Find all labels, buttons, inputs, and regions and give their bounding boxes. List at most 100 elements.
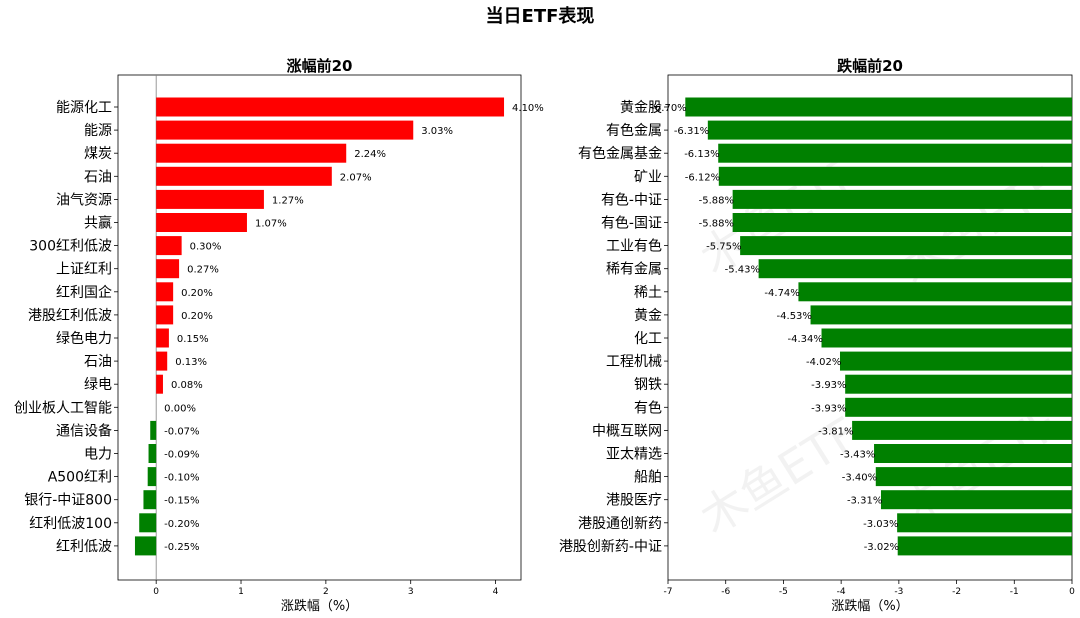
x-tick-label: -7 <box>664 587 673 597</box>
value-label: -0.20% <box>164 519 199 530</box>
value-label: 0.20% <box>181 288 213 299</box>
bar <box>143 490 157 510</box>
bar <box>732 213 1072 232</box>
plot-frame <box>667 74 1073 581</box>
category-label: 电力 <box>84 447 112 463</box>
value-label: -3.81% <box>818 426 853 437</box>
category-label: 有色金属 <box>606 122 662 139</box>
category-label: 红利国企 <box>56 284 112 301</box>
bar <box>897 536 1072 556</box>
plot-frame <box>117 74 522 581</box>
value-label: -5.88% <box>699 219 734 230</box>
category-label: 煤炭 <box>84 146 112 162</box>
value-label: 0.30% <box>190 242 222 253</box>
category-label: 红利低波100 <box>29 516 112 532</box>
value-label: 0.08% <box>171 380 203 391</box>
bar <box>845 374 1072 394</box>
category-label: 红利低波 <box>56 539 112 555</box>
bar <box>156 166 332 186</box>
value-label: -6.12% <box>685 172 720 183</box>
bar <box>880 490 1072 510</box>
category-label: 黄金 <box>634 307 662 324</box>
value-label: 0.27% <box>187 265 219 276</box>
x-tick-label: 4 <box>493 587 499 597</box>
category-label: 工程机械 <box>606 354 662 370</box>
category-label: 稀土 <box>634 285 662 301</box>
x-axis-label: 涨跌幅（%） <box>831 598 908 614</box>
value-label: 0.13% <box>175 357 207 368</box>
value-label: -3.31% <box>847 496 882 507</box>
category-label: 创业板人工智能 <box>14 400 112 416</box>
value-label: 2.07% <box>340 172 372 183</box>
bar <box>156 143 347 163</box>
category-label: 亚太精选 <box>606 447 662 463</box>
x-tick-label: 0 <box>1069 587 1075 597</box>
category-label: 船舶 <box>634 470 662 486</box>
value-label: 0.00% <box>164 403 196 414</box>
value-label: -0.07% <box>164 426 199 437</box>
bar <box>740 236 1072 256</box>
x-tick-label: 0 <box>153 587 159 597</box>
category-label: 上证红利 <box>56 262 112 278</box>
x-tick-label: -1 <box>1010 587 1019 597</box>
bar <box>139 513 157 533</box>
bar <box>156 374 163 394</box>
value-label: -3.02% <box>864 542 899 553</box>
category-label: 化工 <box>634 331 662 347</box>
panel-title: 涨幅前20 <box>287 57 353 75</box>
category-label: 港股创新药-中证 <box>559 539 662 555</box>
category-label: 300红利低波 <box>29 239 112 255</box>
bar <box>156 259 180 279</box>
category-label: 港股红利低波 <box>28 308 112 324</box>
value-label: -0.25% <box>164 542 199 553</box>
value-label: -3.43% <box>840 450 875 461</box>
bar <box>156 282 174 302</box>
x-axis-label: 涨跌幅（%） <box>281 598 358 614</box>
value-label: -0.09% <box>164 450 199 461</box>
value-label: 3.03% <box>421 126 453 137</box>
category-label: 有色 <box>634 399 662 416</box>
bar <box>156 120 414 140</box>
bar <box>685 97 1072 117</box>
value-label: -6.70% <box>651 103 686 114</box>
bar <box>821 328 1072 348</box>
bar <box>718 166 1072 186</box>
category-label: 石油 <box>84 169 112 185</box>
value-label: 2.24% <box>354 149 386 160</box>
x-tick-label: -6 <box>721 587 730 597</box>
x-tick-label: 2 <box>323 587 329 597</box>
top-losers-chart: 跌幅前20 黄金股-6.70% 有色金属 -6.31% 有色金属基金 -6.13% 矿业 -6… <box>559 57 1075 614</box>
value-label: -4.34% <box>788 334 823 345</box>
category-label: 矿业 <box>634 169 662 185</box>
x-tick-label: -4 <box>837 587 846 597</box>
bar <box>718 143 1072 163</box>
bar <box>156 305 174 325</box>
bar <box>150 420 157 440</box>
bar <box>874 444 1072 463</box>
value-label: 4.10% <box>512 103 544 114</box>
value-label: -3.03% <box>863 519 898 530</box>
category-label: 工业有色 <box>606 238 662 255</box>
category-label: 能源化工 <box>56 100 112 116</box>
bar <box>156 328 169 348</box>
bar <box>707 120 1072 140</box>
bar <box>148 444 157 463</box>
category-label: 钢铁 <box>634 377 662 393</box>
category-label: 石油 <box>84 354 112 370</box>
x-tick-label: -2 <box>952 587 961 597</box>
top-gainers-chart: 涨幅前20 能源化工 4.10% 能源 3.03% 煤炭 2.24% 石油 2.07% 油气资源 1… <box>14 57 544 614</box>
value-label: -4.53% <box>777 311 812 322</box>
category-label: 黄金股 <box>620 99 662 116</box>
category-label: 通信设备 <box>56 422 112 439</box>
bar <box>156 189 264 209</box>
category-label: 共赢 <box>84 215 112 232</box>
figure-title: 当日ETF表现 <box>486 5 595 27</box>
x-tick-label: 1 <box>238 587 244 597</box>
category-label: 有色-中证 <box>601 191 662 208</box>
value-label: -5.43% <box>725 265 760 276</box>
value-label: -3.40% <box>842 473 877 484</box>
value-label: 1.07% <box>255 219 287 230</box>
value-label: -0.10% <box>164 473 199 484</box>
category-label: 能源 <box>84 123 112 139</box>
